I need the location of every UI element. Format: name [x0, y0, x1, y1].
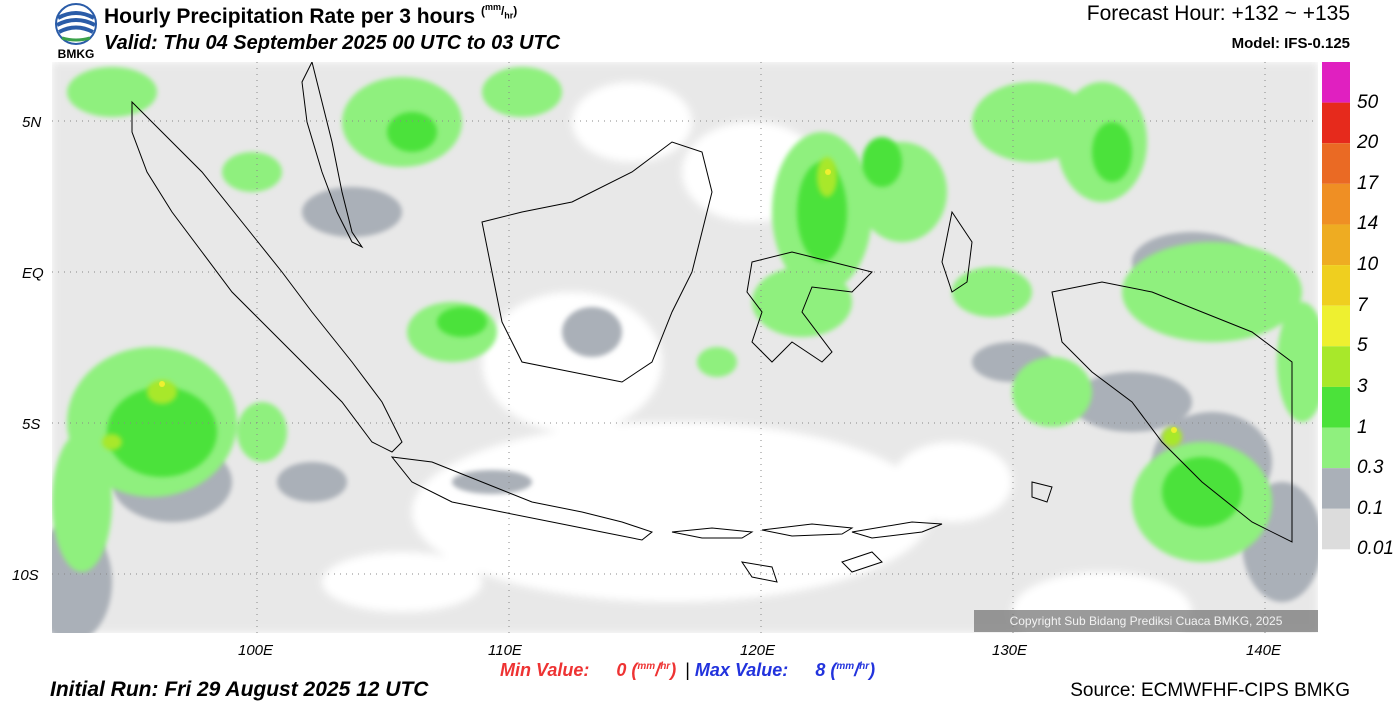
colorbar-swatch — [1322, 305, 1350, 347]
initial-run: Initial Run: Fri 29 August 2025 12 UTC — [50, 678, 429, 701]
grid-lines — [52, 62, 1318, 633]
title-units: (mm/hr) — [480, 2, 518, 21]
max-label: Max Value: — [694, 660, 789, 680]
colorbar-label: 0.1 — [1357, 497, 1384, 519]
colorbar-swatch — [1322, 427, 1350, 469]
min-value: 0 — [616, 660, 627, 680]
colorbar-label: 20 — [1357, 132, 1379, 154]
colorbar-swatch — [1322, 468, 1350, 509]
colorbar-swatch — [1322, 265, 1350, 306]
colorbar-label: 0.3 — [1357, 457, 1384, 479]
colorbar-label: 7 — [1357, 294, 1368, 316]
min-unit: (mm/hr) — [631, 660, 677, 680]
max-unit: (mm/hr) — [830, 660, 876, 680]
copyright-notice: Copyright Sub Bidang Prediksi Cuaca BMKG… — [974, 610, 1318, 632]
lon-label-100e: 100E — [238, 642, 274, 659]
lat-label-10s: 10S — [12, 567, 39, 584]
max-value: 8 — [815, 660, 826, 680]
lat-label-eq: EQ — [22, 265, 44, 282]
model-name: Model: IFS-0.125 — [1231, 35, 1350, 52]
lon-label-130e: 130E — [992, 642, 1028, 659]
colorbar-label: 1 — [1357, 416, 1368, 438]
lat-label-5n: 5N — [22, 114, 42, 131]
colorbar-label: 0.01 — [1357, 538, 1394, 560]
bright-green-precip-field — [107, 112, 1242, 527]
colorbar-swatch — [1322, 508, 1350, 550]
valid-time: Valid: Thu 04 September 2025 00 UTC to 0… — [104, 32, 561, 54]
colorbar-label: 3 — [1357, 375, 1368, 397]
colorbar-swatch — [1322, 346, 1350, 387]
colorbar-label: 17 — [1357, 172, 1379, 194]
colorbar-label: 14 — [1357, 213, 1379, 235]
forecast-hour: Forecast Hour: +132 ~ +135 — [1086, 2, 1350, 25]
colorbar-swatch — [1322, 224, 1350, 266]
colorbar-swatch — [1322, 62, 1350, 103]
lon-label-110e: 110E — [488, 642, 522, 659]
yellow-precip-spots — [159, 169, 1177, 433]
precipitation-map — [32, 60, 1327, 652]
min-label: Min Value: — [500, 660, 590, 680]
lon-label-140e: 140E — [1246, 642, 1282, 659]
logo-text: BMKG — [58, 47, 95, 60]
bmkg-logo: BMKG — [52, 2, 100, 61]
colorbar-swatch — [1322, 183, 1350, 225]
colorbar-swatch — [1322, 386, 1350, 428]
colorbar — [1322, 62, 1350, 590]
min-max-values: Min Value: 0 (mm/hr) | Max Value: 8 (mm/… — [500, 660, 875, 681]
coastlines — [131, 60, 1293, 583]
lat-label-5s: 5S — [22, 416, 41, 433]
colorbar-label: 5 — [1357, 335, 1368, 357]
title-text: Hourly Precipitation Rate per 3 hours — [104, 5, 476, 28]
colorbar-label: 10 — [1357, 254, 1379, 276]
map-title: Hourly Precipitation Rate per 3 hours (m… — [104, 2, 517, 29]
lon-label-120e: 120E — [740, 642, 776, 659]
separator: | — [685, 660, 690, 680]
colorbar-swatch — [1322, 549, 1350, 590]
colorbar-swatch — [1322, 143, 1350, 184]
yellow-green-precip-field — [102, 157, 1182, 450]
colorbar-swatch — [1322, 102, 1350, 144]
data-source: Source: ECMWFHF-CIPS BMKG — [1070, 680, 1350, 701]
colorbar-label: 50 — [1357, 91, 1379, 113]
